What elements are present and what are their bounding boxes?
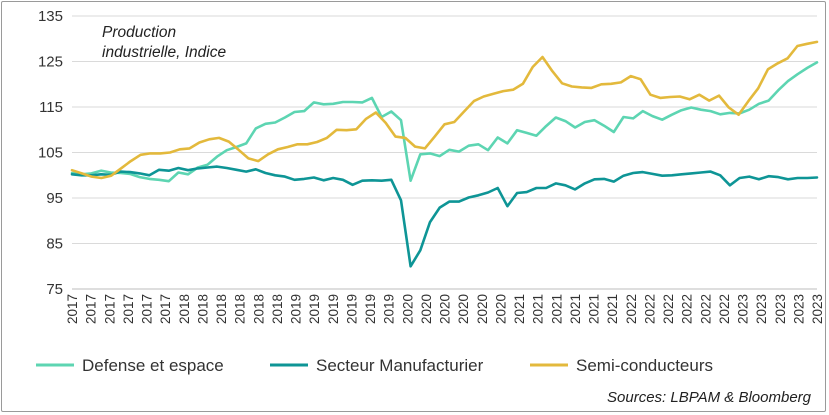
x-tick-label: 2019 [289,294,304,324]
x-tick-label: 2017 [102,294,117,324]
legend-label: Secteur Manufacturier [316,356,484,375]
source-note: Sources: LBPAM & Bloomberg [607,389,812,406]
x-tick-label: 2022 [698,294,713,324]
x-tick-label: 2020 [438,294,453,324]
x-tick-label: 2021 [531,294,546,324]
x-tick-label: 2023 [754,294,769,324]
y-tick-label: 95 [46,190,63,207]
x-tick-label: 2022 [680,294,695,324]
y-tick-label: 105 [38,145,63,162]
x-tick-label: 2021 [568,294,583,324]
x-tick-label: 2021 [549,294,564,324]
gridlines [72,15,817,290]
x-tick-label: 2019 [307,294,322,324]
x-tick-label: 2022 [624,294,639,324]
annotation-line-2: industrielle, Indice [102,44,226,61]
x-tick-label: 2022 [661,294,676,324]
chart-annotation: Production industrielle, Indice [102,24,226,61]
x-tick-label: 2023 [810,294,825,324]
x-tick-label: 2018 [214,294,229,324]
x-axis-ticks: 2017 2017 2017 2017 2017 2017 2018 2018 2018 2018… [65,294,825,324]
x-tick-label: 2020 [493,294,508,324]
x-tick-label: 2018 [177,294,192,324]
x-tick-label: 2022 [717,294,732,324]
series-line-2 [70,165,819,268]
x-tick-label: 2023 [773,294,788,324]
y-axis-ticks: 75 85 95 105 115 125 135 [38,8,63,298]
x-tick-label: 2023 [736,294,751,324]
x-tick-label: 2023 [791,294,806,324]
x-tick-label: 2020 [419,294,434,324]
x-tick-label: 2018 [270,294,285,324]
y-tick-label: 115 [39,99,63,116]
x-tick-label: 2020 [475,294,490,324]
x-tick-label: 2022 [642,294,657,324]
series-line-1 [70,61,819,183]
x-tick-label: 2017 [158,294,173,324]
legend-label: Defense et espace [82,356,224,375]
x-tick-label: 2017 [65,294,80,324]
x-tick-label: 2021 [512,294,527,324]
x-tick-label: 2017 [121,294,136,324]
y-tick-label: 75 [46,281,63,298]
series-line-3 [70,40,819,180]
x-tick-label: 2018 [251,294,266,324]
y-tick-label: 135 [38,8,63,25]
x-tick-label: 2019 [326,294,341,324]
x-tick-label: 2018 [233,294,248,324]
x-tick-label: 2020 [400,294,415,324]
x-tick-label: 2017 [84,294,99,324]
x-tick-label: 2018 [195,294,210,324]
annotation-line-1: Production [102,24,176,41]
legend: Defense et espace Secteur Manufacturier Se… [36,356,713,375]
x-tick-label: 2021 [587,294,602,324]
x-tick-label: 2020 [456,294,471,324]
y-tick-label: 125 [38,54,63,71]
y-tick-label: 85 [46,236,63,253]
x-tick-label: 2021 [605,294,620,324]
x-tick-label: 2017 [140,294,155,324]
x-tick-label: 2019 [363,294,378,324]
x-tick-label: 2019 [344,294,359,324]
series-lines [70,40,819,268]
x-tick-label: 2019 [382,294,397,324]
legend-label: Semi-conducteurs [576,356,713,375]
